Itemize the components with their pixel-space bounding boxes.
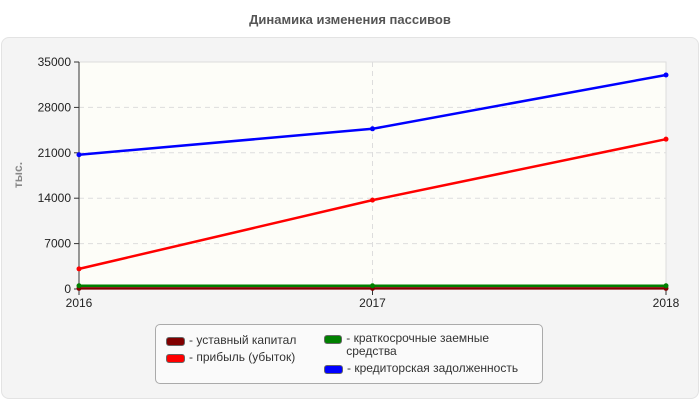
svg-text:0: 0 [64,282,71,296]
legend: - уставный капитал - прибыль (убыток) - … [155,324,543,384]
chart-title: Динамика изменения пассивов [249,12,451,27]
swatch-icon [166,337,185,346]
svg-text:2017: 2017 [359,296,386,310]
legend-item-shortterm: - краткосрочные заемные средства [324,332,534,358]
svg-text:14000: 14000 [38,191,72,205]
svg-text:2018: 2018 [653,296,680,310]
svg-text:28000: 28000 [38,100,72,114]
line-chart: 0 7000 14000 21000 28000 35000 2016 2017 2018 тыс… [11,55,680,310]
legend-item-profit: - прибыль (убыток) [166,351,295,364]
svg-text:21000: 21000 [38,146,72,160]
svg-text:тыс.: тыс. [11,162,25,188]
legend-item-capital: - уставный капитал [166,334,296,347]
svg-text:7000: 7000 [44,237,71,251]
svg-text:2016: 2016 [66,296,93,310]
svg-text:35000: 35000 [38,55,72,69]
swatch-icon [324,335,343,344]
swatch-icon [324,365,343,374]
swatch-icon [166,354,185,363]
legend-item-payables: - кредиторская задолженность [324,362,518,375]
